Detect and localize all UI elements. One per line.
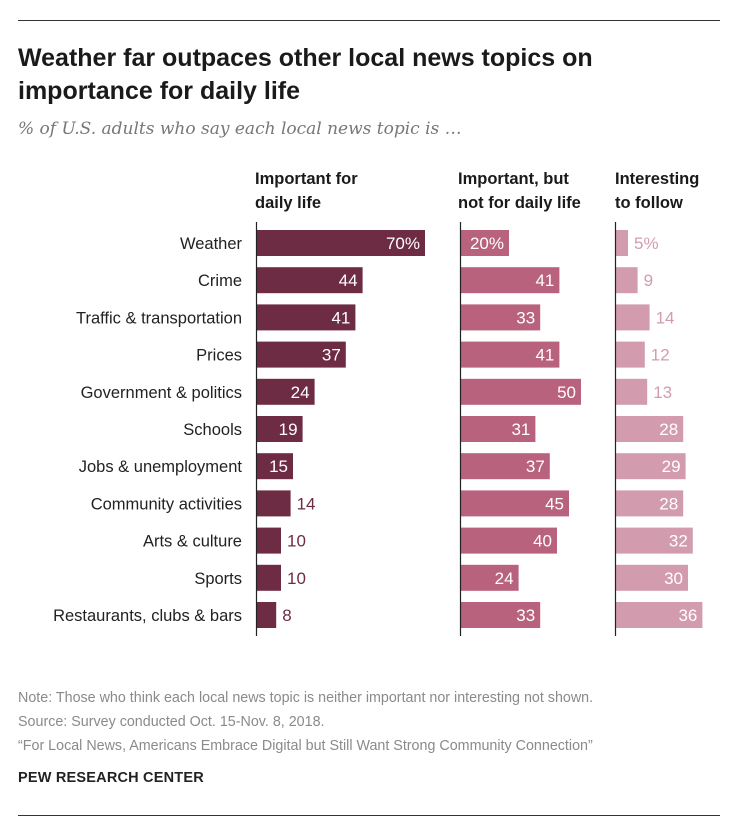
bar-chart: Weather Crime Traffic & transportation Pric… bbox=[53, 222, 703, 636]
category-label: Jobs & unemployment bbox=[79, 458, 243, 476]
data-label: 41 bbox=[331, 308, 350, 327]
data-label: 33 bbox=[516, 606, 535, 625]
footnote: Note: Those who think each local news to… bbox=[18, 690, 594, 706]
data-label: 40 bbox=[533, 532, 552, 551]
bar bbox=[257, 564, 281, 591]
data-label: 8 bbox=[282, 606, 291, 625]
data-label: 31 bbox=[511, 420, 530, 439]
bar bbox=[257, 416, 303, 442]
data-label: 37 bbox=[526, 457, 545, 476]
category-label: Arts & culture bbox=[143, 533, 242, 551]
bar bbox=[461, 341, 560, 368]
bottom-rule bbox=[18, 815, 720, 816]
data-label: 37 bbox=[322, 346, 341, 365]
bar bbox=[257, 378, 315, 405]
bar bbox=[461, 230, 509, 256]
column-header-line: daily life bbox=[255, 194, 322, 212]
top-rule bbox=[18, 20, 720, 21]
data-label: 5% bbox=[634, 234, 659, 253]
bar bbox=[461, 267, 560, 294]
category-label: Crime bbox=[198, 272, 242, 290]
data-label: 15 bbox=[269, 457, 288, 476]
data-label: 12 bbox=[651, 346, 670, 365]
data-label: 44 bbox=[339, 271, 358, 290]
data-label: 50 bbox=[557, 383, 576, 402]
chart-title: Weather far outpaces other local news to… bbox=[18, 44, 593, 105]
bar bbox=[461, 416, 536, 442]
category-label: Prices bbox=[196, 347, 242, 365]
bar bbox=[257, 453, 293, 480]
column-header-line: Interesting bbox=[615, 170, 700, 188]
data-label: 24 bbox=[495, 569, 514, 588]
data-label: 36 bbox=[678, 606, 697, 625]
bar bbox=[616, 527, 693, 554]
bar bbox=[616, 378, 648, 405]
data-label: 10 bbox=[287, 532, 306, 551]
bar bbox=[616, 230, 628, 256]
data-label: 20% bbox=[470, 234, 504, 253]
source-note: Source: Survey conducted Oct. 15-Nov. 8,… bbox=[18, 714, 325, 730]
data-label: 29 bbox=[662, 457, 681, 476]
data-label: 32 bbox=[669, 532, 688, 551]
category-label: Traffic & transportation bbox=[76, 309, 242, 327]
report-title: “For Local News, Americans Embrace Digit… bbox=[18, 738, 593, 754]
bar bbox=[616, 564, 688, 591]
bar bbox=[461, 490, 569, 517]
bar bbox=[257, 304, 356, 331]
bar bbox=[461, 378, 581, 405]
data-label: 9 bbox=[644, 271, 653, 290]
category-label: Community activities bbox=[91, 495, 242, 513]
bar bbox=[461, 304, 541, 331]
bar bbox=[257, 267, 363, 294]
category-label: Schools bbox=[183, 421, 242, 439]
category-label: Restaurants, clubs & bars bbox=[53, 607, 242, 625]
chart-subtitle: % of U.S. adults who say each local news… bbox=[18, 119, 462, 139]
data-label: 30 bbox=[664, 569, 683, 588]
bar bbox=[461, 602, 541, 628]
category-label: Government & politics bbox=[81, 384, 242, 402]
data-label: 41 bbox=[535, 271, 554, 290]
bar bbox=[616, 490, 684, 517]
data-label: 28 bbox=[659, 494, 678, 513]
data-label: 14 bbox=[297, 494, 316, 513]
bar bbox=[616, 602, 703, 628]
bar bbox=[257, 602, 277, 628]
pew-logo-text: PEW RESEARCH CENTER bbox=[18, 770, 204, 786]
category-label: Weather bbox=[180, 235, 243, 253]
bar bbox=[257, 230, 425, 256]
data-label: 19 bbox=[279, 420, 298, 439]
data-label: 41 bbox=[535, 346, 554, 365]
data-label: 33 bbox=[516, 308, 535, 327]
data-label: 70% bbox=[386, 234, 420, 253]
column-header-line: to follow bbox=[615, 194, 683, 212]
bar bbox=[616, 453, 686, 480]
bar bbox=[257, 490, 291, 517]
bar bbox=[257, 527, 281, 554]
column-header-line: Important, but bbox=[458, 170, 569, 188]
data-label: 24 bbox=[291, 383, 310, 402]
column-header-interesting: Interesting to follow bbox=[615, 167, 699, 215]
column-header-important-not-daily: Important, but not for daily life bbox=[458, 167, 581, 215]
bar bbox=[616, 267, 638, 294]
bar bbox=[257, 341, 346, 368]
bar bbox=[461, 453, 550, 480]
bar bbox=[616, 304, 650, 331]
data-label: 10 bbox=[287, 569, 306, 588]
bar bbox=[616, 416, 684, 442]
bar bbox=[461, 564, 519, 591]
bar bbox=[461, 527, 557, 554]
data-label: 13 bbox=[653, 383, 672, 402]
data-label: 28 bbox=[659, 420, 678, 439]
column-header-line: Important for bbox=[255, 170, 358, 188]
data-label: 14 bbox=[656, 308, 675, 327]
data-label: 45 bbox=[545, 494, 564, 513]
bar bbox=[616, 341, 645, 368]
column-header-line: not for daily life bbox=[458, 194, 581, 212]
category-label: Sports bbox=[194, 570, 242, 588]
column-header-important-daily: Important for daily life bbox=[255, 167, 358, 215]
